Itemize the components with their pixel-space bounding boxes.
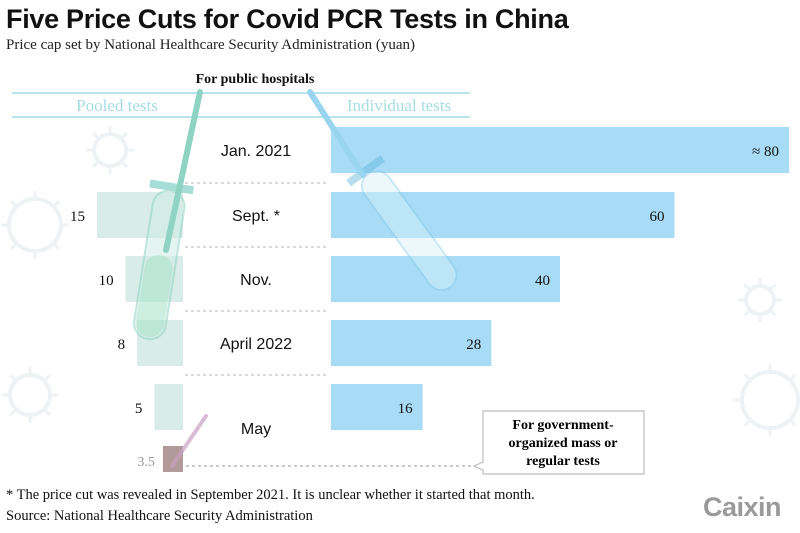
pooled-value-label: 15 [70,209,85,225]
legend-individual: Individual tests [347,96,451,115]
labels-layer: ≈ 80 Jan. 2021 60 15 Sept. * 40 10 Nov. 28 8 April… [70,143,779,470]
mass-test-swab-icon [170,414,208,468]
callout-line-3: regular tests [526,454,600,469]
category-label: Jan. 2021 [221,143,291,160]
individual-value-label: 60 [650,209,665,225]
individual-value-label: 28 [466,337,481,353]
category-label: Sept. * [232,208,280,225]
pooled-value-label: 8 [118,337,126,353]
chart-subtitle: Price cap set by National Healthcare Sec… [6,37,416,53]
mass-test-callout: For government- organized mass or regula… [186,410,645,475]
individual-tube-icon [346,155,458,292]
individual-bar [331,384,423,430]
callout-line-1: For government- [512,418,614,433]
virus-decoration [1,126,800,436]
individual-bar [331,256,560,302]
category-label: April 2022 [220,336,292,353]
category-label: May [241,421,271,438]
callout-line-2: organized mass or [509,436,618,451]
mass-test-bar [162,446,183,472]
chart-title: Five Price Cuts for Covid PCR Tests in C… [6,4,569,34]
mass-test-value-label: 3.5 [137,455,155,470]
swab-icon [163,89,203,253]
individual-value-label: 16 [398,401,414,417]
category-label: Nov. [240,272,272,289]
individual-value-label: 40 [535,273,550,289]
pooled-bar [154,384,183,430]
individual-bar [331,320,492,366]
test-tube-decoration [132,89,458,468]
pooled-value-label: 5 [135,401,143,417]
individual-value-label: ≈ 80 [752,144,779,160]
caixin-logo: Caixin [703,492,782,522]
section-label: For public hospitals [196,72,315,87]
pooled-value-label: 10 [99,273,114,289]
individual-bar [331,192,675,238]
source-note: Source: National Healthcare Security Adm… [6,508,313,524]
callout-box [472,410,645,475]
swab-icon [307,89,366,178]
chart-canvas: For public hospitals Pooled tests Indivi… [1,72,800,475]
legend-pooled: Pooled tests [76,96,158,115]
footnote: * The price cut was revealed in Septembe… [6,487,535,503]
individual-bar [331,127,789,173]
